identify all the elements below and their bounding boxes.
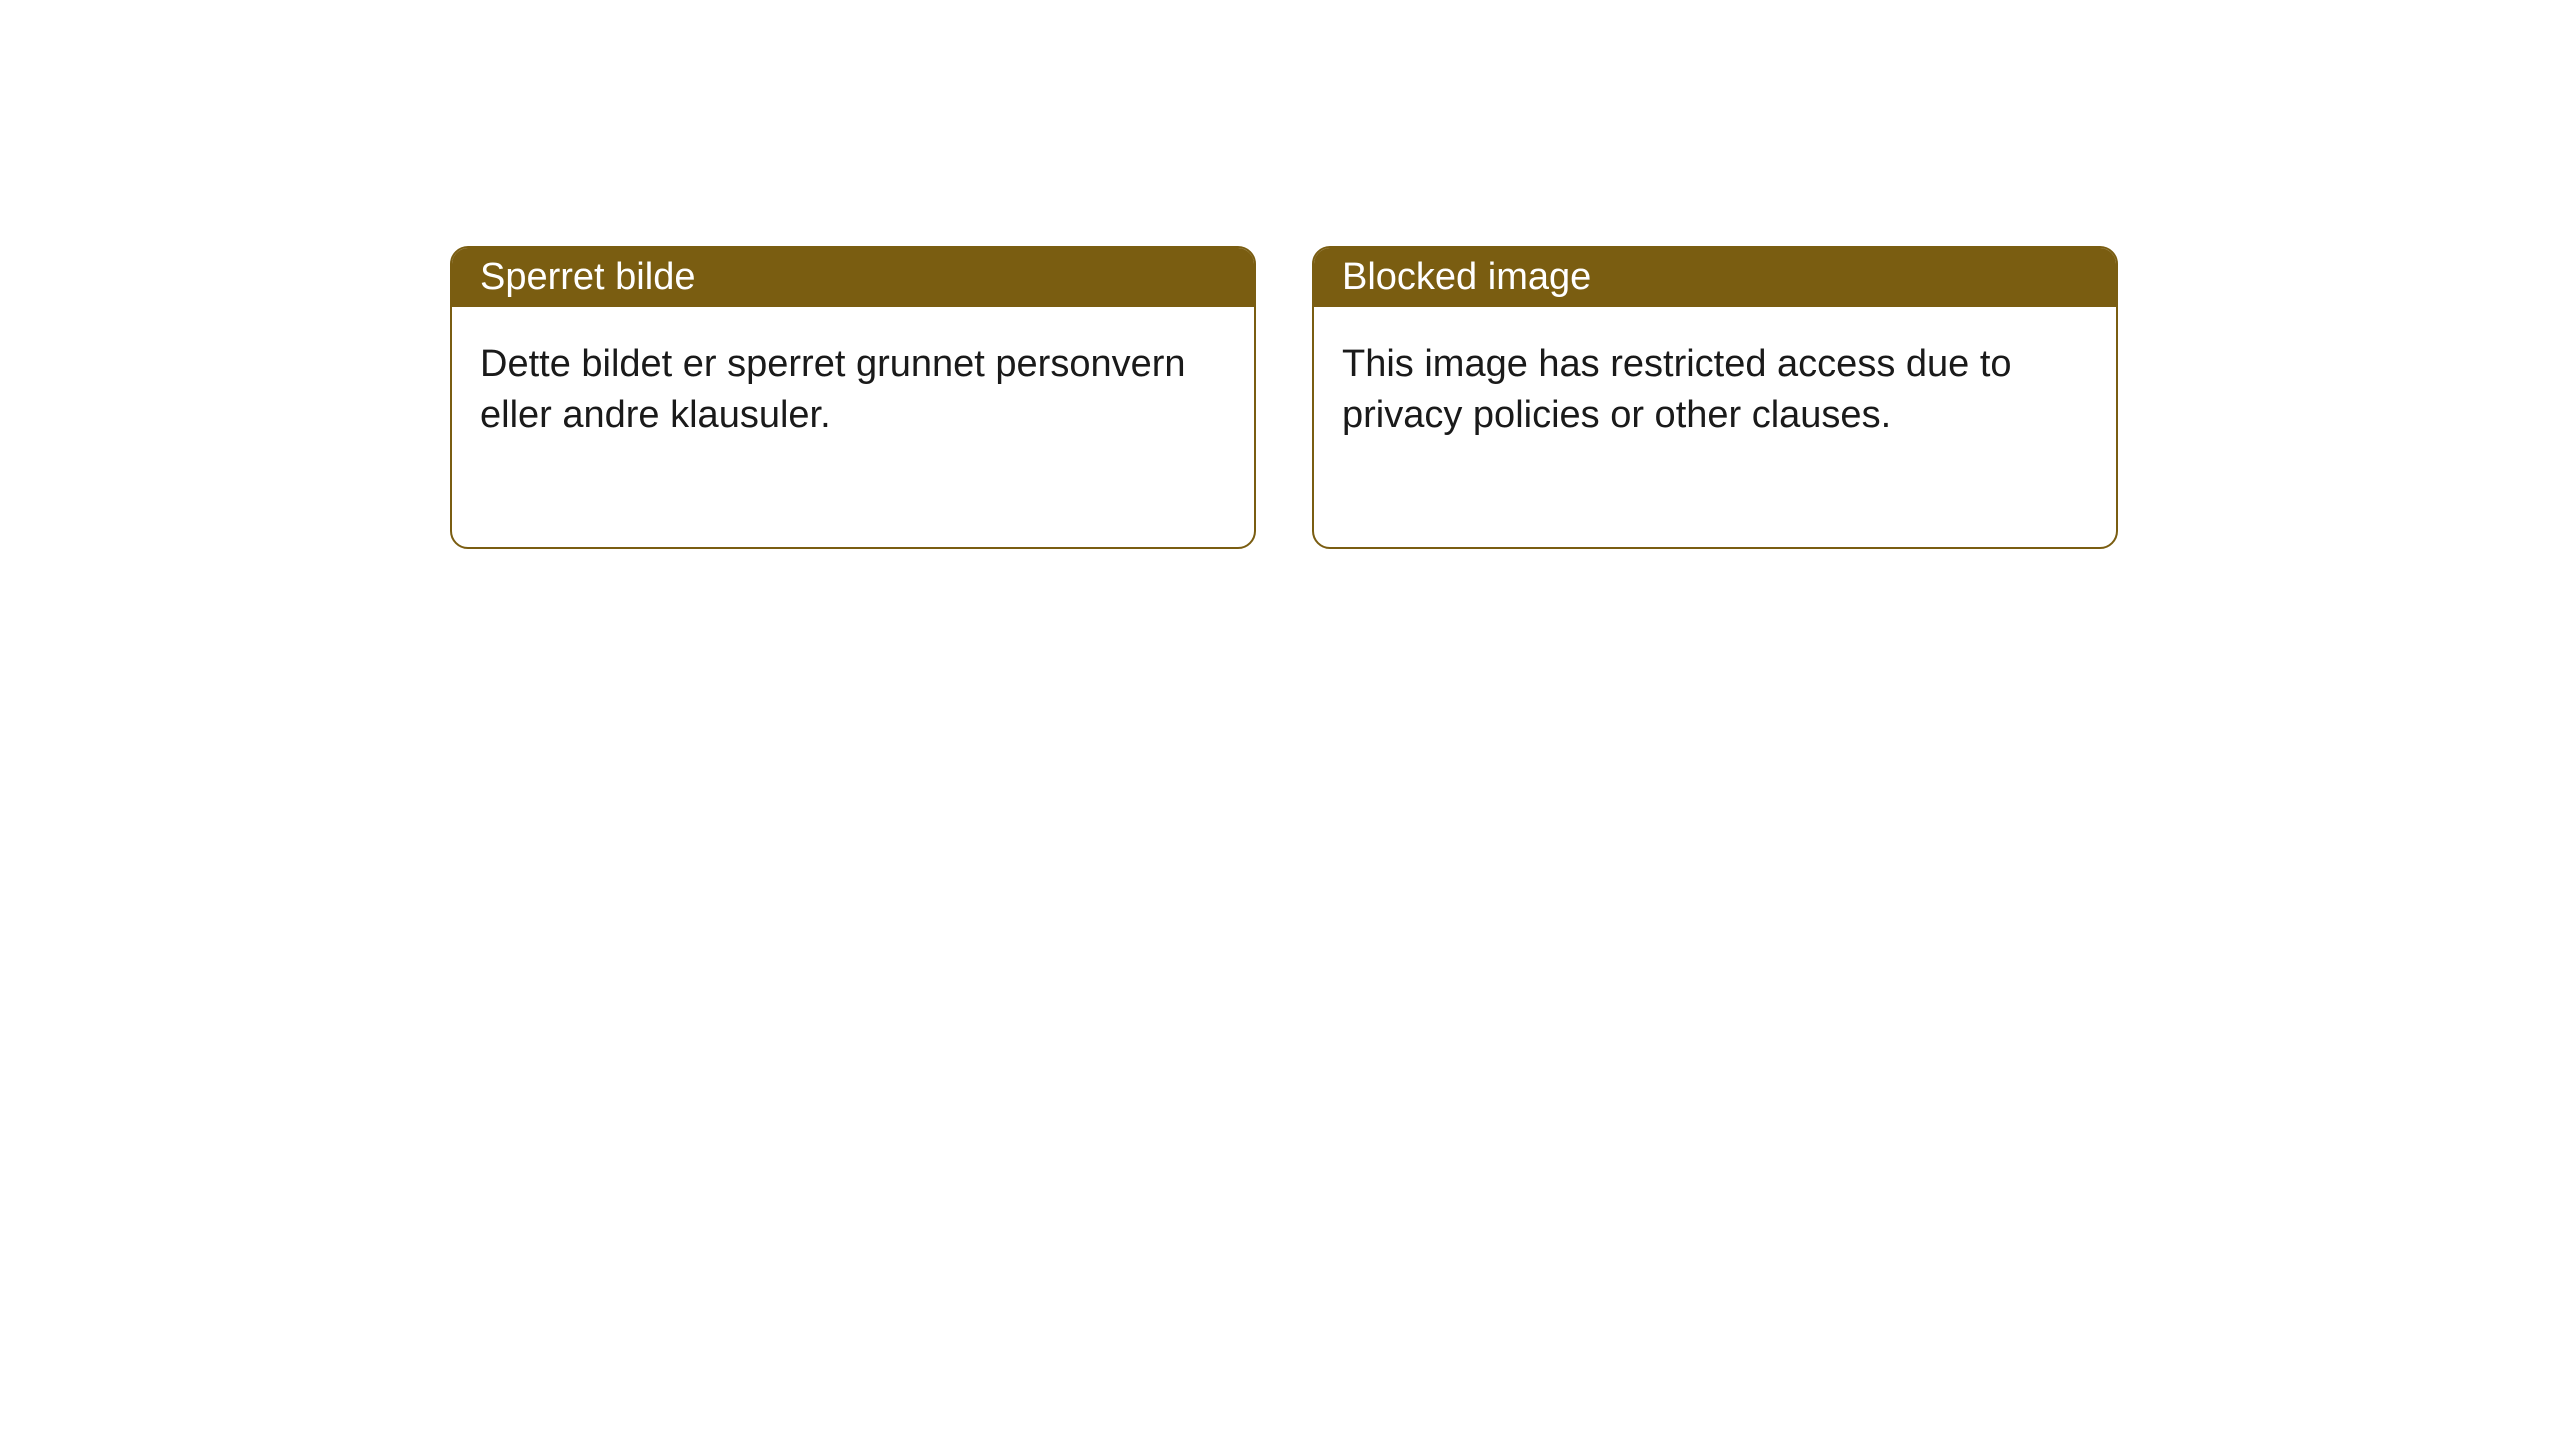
card-header: Blocked image <box>1314 248 2116 307</box>
card-body: This image has restricted access due to … <box>1314 307 2116 547</box>
card-title: Sperret bilde <box>480 256 695 298</box>
card-body-text: Dette bildet er sperret grunnet personve… <box>480 343 1186 436</box>
card-body-text: This image has restricted access due to … <box>1342 343 2012 436</box>
card-header: Sperret bilde <box>452 248 1254 307</box>
notice-card-norwegian: Sperret bilde Dette bildet er sperret gr… <box>450 246 1256 549</box>
notice-cards-container: Sperret bilde Dette bildet er sperret gr… <box>0 0 2560 549</box>
notice-card-english: Blocked image This image has restricted … <box>1312 246 2118 549</box>
card-title: Blocked image <box>1342 256 1591 298</box>
card-body: Dette bildet er sperret grunnet personve… <box>452 307 1254 547</box>
